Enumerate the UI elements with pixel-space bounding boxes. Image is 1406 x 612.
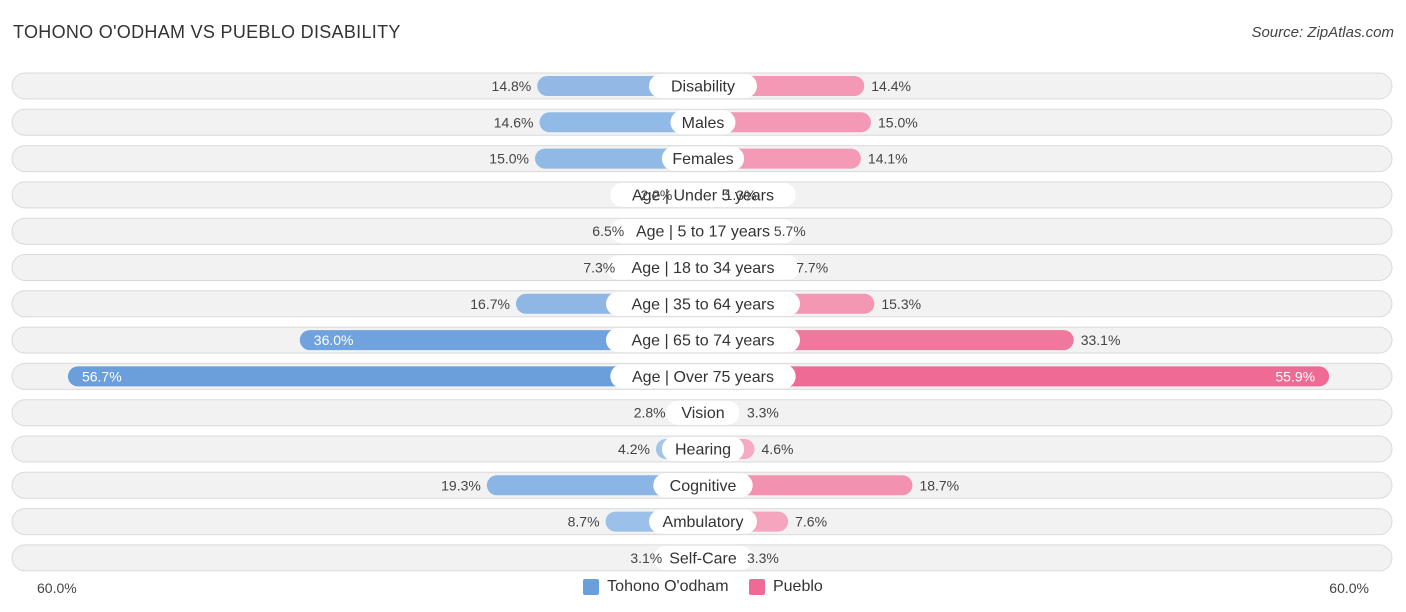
category-pill (610, 219, 796, 244)
value-label-right: 14.4% (871, 78, 911, 94)
value-label-right: 14.1% (868, 151, 908, 167)
legend-item-left[interactable]: Tohono O'odham (583, 578, 729, 596)
value-label-left: 2.2% (640, 187, 672, 203)
legend-swatch-right (748, 579, 765, 595)
value-label-left: 19.3% (441, 477, 481, 493)
legend-swatch-left (583, 579, 600, 595)
value-label-right: 18.7% (919, 477, 959, 493)
category-label: Age | 18 to 34 years (632, 260, 775, 277)
category-label: Disability (671, 79, 735, 96)
category-pill (610, 182, 796, 207)
value-label-left: 36.0% (314, 332, 354, 348)
category-pill (649, 509, 757, 534)
value-label-right: 3.3% (747, 405, 779, 421)
value-label-right: 33.1% (1081, 332, 1121, 348)
value-label-left: 16.7% (470, 296, 510, 312)
source-label: Source: ZipAtlas.com (1251, 24, 1394, 41)
category-label: Age | 65 to 74 years (632, 333, 775, 350)
value-label-right: 15.0% (878, 114, 918, 130)
category-pill (653, 473, 753, 498)
bar-right (693, 112, 871, 133)
value-label-right: 3.3% (747, 550, 779, 566)
legend: Tohono O'odham Pueblo (0, 578, 1406, 600)
value-label-left: 3.1% (630, 550, 662, 566)
value-label-left: 7.3% (583, 260, 615, 276)
value-label-left: 8.7% (568, 514, 600, 530)
value-label-left: 14.6% (494, 114, 534, 130)
value-label-right: 15.3% (881, 296, 921, 312)
value-label-right: 4.6% (762, 441, 794, 457)
legend-label-right: Pueblo (772, 578, 823, 595)
category-pill (653, 545, 753, 570)
category-label: Self-Care (669, 550, 737, 567)
value-label-left: 15.0% (489, 151, 529, 167)
bar-right (693, 366, 1330, 387)
category-pill (666, 400, 740, 425)
value-label-left: 4.2% (618, 441, 650, 457)
category-label: Age | 5 to 17 years (636, 224, 770, 241)
value-label-right: 7.7% (796, 260, 828, 276)
legend-label-left: Tohono O'odham (607, 578, 729, 595)
category-pill (606, 328, 800, 353)
category-label: Hearing (675, 442, 731, 459)
chart-title: TOHONO O'ODHAM VS PUEBLO DISABILITY (13, 22, 401, 42)
value-label-right: 55.9% (1275, 368, 1315, 384)
value-label-right: 1.3% (725, 187, 757, 203)
category-pill (670, 110, 736, 135)
category-label: Females (672, 151, 733, 168)
value-label-right: 5.7% (774, 223, 806, 239)
axis-left-label: 60.0% (37, 580, 77, 596)
category-label: Vision (681, 405, 724, 422)
legend-item-right[interactable]: Pueblo (748, 578, 823, 596)
bar-left (67, 366, 713, 387)
category-pill (606, 291, 800, 316)
category-pill (606, 255, 800, 280)
category-pill (610, 364, 796, 389)
value-label-left: 14.8% (492, 78, 532, 94)
category-label: Cognitive (670, 478, 737, 495)
value-label-left: 6.5% (592, 223, 624, 239)
category-pill (649, 74, 757, 98)
value-label-right: 7.6% (795, 514, 827, 530)
category-pill (661, 146, 745, 171)
category-pill (661, 437, 745, 461)
category-label: Males (682, 115, 725, 132)
category-label: Ambulatory (663, 514, 744, 531)
value-label-left: 2.8% (634, 405, 666, 421)
bar-left (539, 112, 713, 133)
category-label: Age | Over 75 years (632, 369, 774, 386)
value-label-left: 56.7% (82, 368, 122, 384)
axis-right-label: 60.0% (1329, 580, 1369, 596)
category-label: Age | Under 5 years (632, 187, 774, 204)
category-label: Age | 35 to 64 years (632, 296, 775, 313)
